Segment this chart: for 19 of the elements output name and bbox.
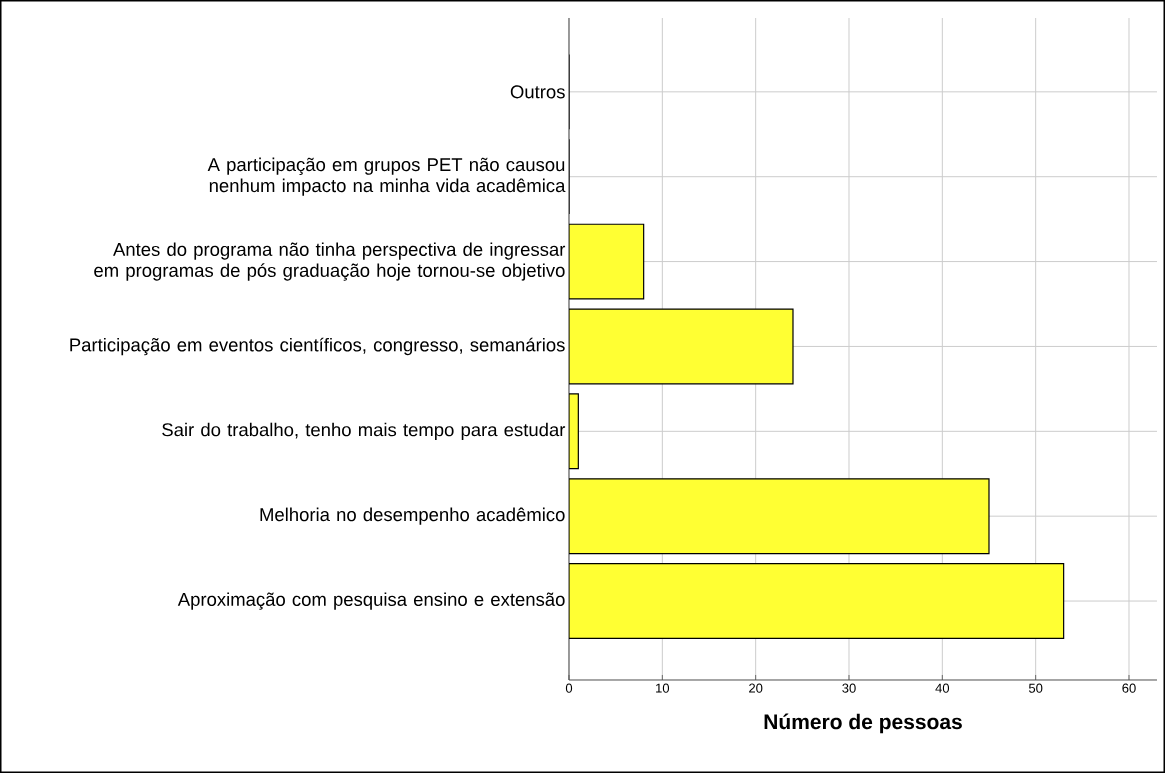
x-tick-label: 30: [842, 683, 856, 693]
bar: [569, 563, 1065, 639]
y-tick-label: A participação em grupos PET não causou nenhum impacto na minha vida acadêmica: [207, 157, 566, 196]
x-tick-label: 40: [935, 683, 950, 693]
y-tick-label: Aproximação com pesquisa ensino e extensão: [177, 592, 565, 610]
bar: [569, 478, 990, 555]
x-tick-label: 60: [1122, 683, 1136, 693]
x-axis-title: Número de pessoas: [764, 713, 962, 734]
y-tick-label: Sair do trabalho, tenho mais tempo para estudar: [162, 422, 566, 440]
y-tick-label: Melhoria no desempenho acadêmico: [260, 507, 565, 525]
x-tick-label: 0: [565, 683, 573, 693]
bar: [569, 223, 645, 300]
x-tick-label: 20: [749, 683, 763, 693]
bar: [569, 308, 794, 385]
y-tick-label: Outros: [510, 85, 565, 99]
y-tick-label: Participação em eventos científicos, congresso, semanários: [70, 337, 565, 356]
x-tick-label: 10: [656, 683, 670, 693]
x-tick-label: 50: [1028, 683, 1043, 693]
y-tick-label: Antes do programa não tinha perspectiva de ingressar em programas de pós graduação hoje tornou-se objetivo: [94, 242, 566, 281]
